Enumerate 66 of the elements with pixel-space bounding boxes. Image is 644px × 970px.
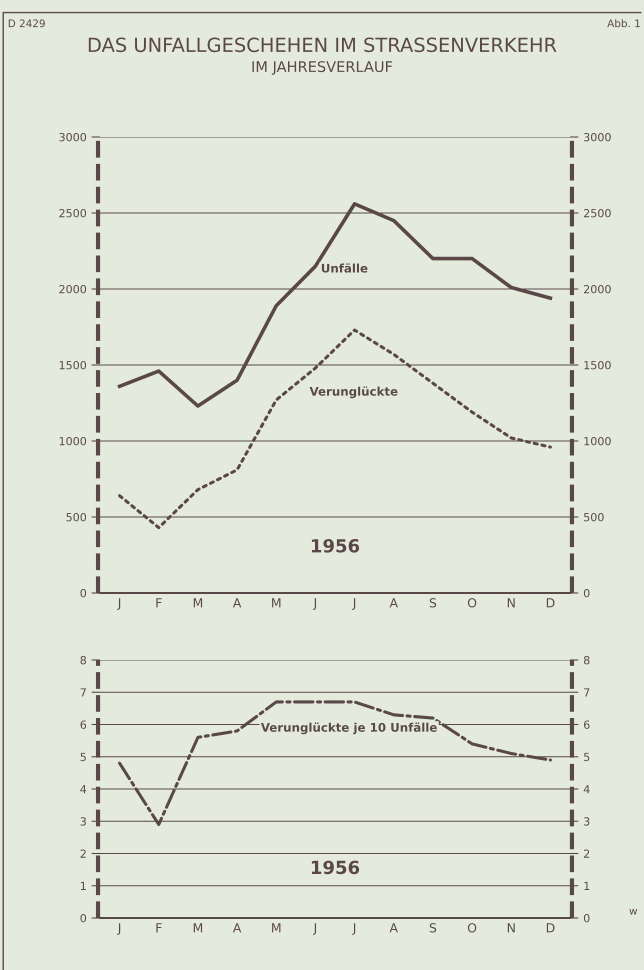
annotation: 1956 bbox=[312, 860, 360, 874]
x-tick-label: M bbox=[194, 923, 202, 932]
x-tick-label: J bbox=[312, 598, 316, 610]
y2-tick-label: 0 bbox=[584, 914, 590, 922]
y-tick-label: 2 bbox=[80, 849, 86, 858]
x-tick-label: N bbox=[508, 598, 515, 608]
y2-tick-label: 1000 bbox=[584, 436, 611, 446]
x-tick-label: F bbox=[156, 598, 162, 608]
x-tick-label: A bbox=[390, 598, 398, 608]
y2-tick-label: 1 bbox=[584, 882, 590, 890]
x-tick-label: A bbox=[390, 923, 398, 932]
y-tick-label: 0 bbox=[80, 914, 86, 922]
x-tick-label: D bbox=[546, 923, 554, 932]
y2-tick-label: 2500 bbox=[584, 208, 611, 218]
y2-tick-label: 4 bbox=[584, 785, 590, 794]
x-tick-label: O bbox=[468, 923, 476, 933]
y2-tick-label: 8 bbox=[584, 656, 590, 664]
y-tick-label: 500 bbox=[66, 512, 86, 522]
x-tick-label: A bbox=[232, 923, 242, 932]
y-tick-label: 1 bbox=[80, 882, 86, 890]
x-tick-label: S bbox=[430, 923, 436, 933]
series-label: Verunglückte je 10 Unfälle bbox=[260, 722, 437, 734]
text: w bbox=[629, 908, 638, 915]
y2-tick-label: 3 bbox=[584, 817, 590, 826]
y-tick-label: 0 bbox=[80, 588, 86, 598]
y2-tick-label: 7 bbox=[584, 688, 590, 696]
y-tick-label: 1000 bbox=[60, 436, 86, 446]
y-tick-label: 2500 bbox=[59, 208, 86, 218]
chart-subtitle: IM JAHRESVERLAUF bbox=[252, 61, 392, 75]
x-tick-label: J bbox=[117, 923, 120, 935]
y-tick-label: 7 bbox=[80, 688, 86, 696]
y2-tick-label: 500 bbox=[584, 512, 604, 522]
y2-tick-label: 1500 bbox=[584, 360, 611, 370]
x-tick-label: S bbox=[430, 598, 436, 608]
x-tick-label: A bbox=[232, 598, 242, 608]
annotation: 1956 bbox=[312, 539, 360, 553]
x-tick-label: N bbox=[508, 923, 515, 932]
y2-tick-label: 2000 bbox=[584, 284, 611, 294]
y2-tick-label: 5 bbox=[584, 752, 590, 762]
y-tick-label: 5 bbox=[80, 752, 86, 762]
x-tick-label: J bbox=[352, 923, 356, 935]
caption: Abb. 1 bbox=[607, 19, 640, 28]
x-tick-label: M bbox=[272, 923, 280, 932]
chart-title: DAS UNFALLGESCHEHEN IM STRASSENVERKEHR bbox=[88, 37, 557, 52]
y-tick-label: 2000 bbox=[59, 284, 86, 294]
y2-tick-label: 2 bbox=[584, 849, 590, 858]
x-tick-label: J bbox=[352, 598, 356, 610]
y2-tick-label: 0 bbox=[584, 588, 590, 598]
series-label: Verunglückte bbox=[310, 386, 398, 398]
y2-tick-label: 6 bbox=[584, 720, 590, 729]
y-tick-label: 4 bbox=[80, 785, 86, 794]
series-label: Unfälle bbox=[322, 263, 368, 273]
x-tick-label: J bbox=[117, 598, 120, 610]
y-tick-label: 8 bbox=[80, 656, 86, 664]
y2-tick-label: 3000 bbox=[584, 132, 611, 142]
text: D 2429 bbox=[8, 19, 45, 28]
x-tick-label: D bbox=[546, 598, 554, 608]
y-tick-label: 6 bbox=[80, 720, 86, 729]
y-tick-label: 3 bbox=[80, 817, 86, 826]
y-tick-label: 1500 bbox=[60, 360, 86, 370]
x-tick-label: O bbox=[468, 598, 476, 608]
x-tick-label: M bbox=[194, 598, 202, 608]
x-tick-label: J bbox=[312, 923, 316, 935]
x-tick-label: M bbox=[272, 598, 280, 608]
x-tick-label: F bbox=[156, 923, 162, 932]
y-tick-label: 3000 bbox=[59, 132, 86, 142]
